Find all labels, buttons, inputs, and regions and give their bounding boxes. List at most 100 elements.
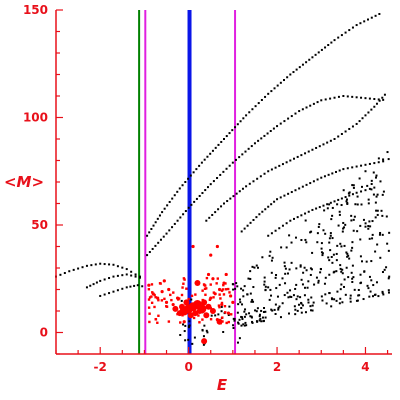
scatter-point (193, 336, 196, 339)
curve-3-point (305, 183, 308, 186)
red-point (209, 318, 213, 321)
scatter-point (319, 268, 322, 271)
scatter-point (232, 324, 235, 327)
curve-3-point (364, 163, 367, 166)
curve-2-point (311, 148, 314, 151)
curve-0-point (181, 184, 184, 187)
scatter-point (305, 269, 308, 272)
curve-2-point (289, 159, 292, 162)
curve-1-point (263, 134, 266, 137)
curve-1-point (373, 98, 376, 101)
scatter-point (368, 295, 371, 298)
scatter-point (370, 188, 373, 191)
scatter-point (245, 313, 248, 316)
scatter-point (364, 222, 367, 225)
scatter-point (202, 335, 205, 338)
scatter-point (329, 234, 332, 237)
scatter-point (290, 296, 293, 299)
curve-6-point (92, 283, 95, 286)
scatter-point (179, 334, 182, 337)
red-point (215, 244, 219, 249)
curve-1-point (244, 150, 247, 153)
red-point (172, 305, 179, 312)
red-point (216, 277, 219, 280)
curve-1-point (201, 192, 204, 195)
scatter-point (387, 291, 390, 294)
red-point (212, 291, 216, 294)
scatter-point (310, 296, 313, 299)
red-point (205, 287, 208, 290)
x-tick-label: -2 (94, 360, 107, 374)
scatter-point (202, 343, 205, 346)
curve-2-point (344, 130, 347, 133)
scatter-point (375, 195, 378, 198)
scatter-point (290, 261, 293, 264)
red-point (201, 289, 204, 292)
curve-2-point (322, 143, 325, 146)
scatter-point (330, 297, 333, 300)
scatter-point (283, 265, 286, 268)
scatter-point (220, 310, 223, 313)
scatter-point (340, 204, 343, 207)
curve-1-point (168, 229, 171, 232)
scatter-point (271, 256, 274, 259)
curve-7-point (121, 287, 124, 290)
curve-0-point (195, 168, 198, 171)
curve-0-point (192, 171, 195, 174)
scatter-point (336, 203, 339, 206)
scatter-point (304, 311, 307, 314)
scatter-point (289, 295, 292, 298)
curve-0-point (289, 73, 292, 76)
red-point (222, 283, 225, 287)
scatter-point (374, 216, 377, 219)
red-point (148, 296, 152, 299)
scatter-point (275, 274, 278, 277)
curve-0-point (359, 22, 362, 25)
scatter-point (309, 273, 312, 276)
scatter-point (376, 209, 379, 212)
curve-0-point (158, 214, 161, 217)
curve-1-point (173, 222, 176, 225)
curve-3-point (287, 192, 290, 195)
red-point (165, 305, 169, 308)
curve-3-point (240, 230, 243, 233)
scatter-point (322, 229, 325, 232)
red-point (159, 282, 162, 285)
curve-7-point (125, 286, 128, 289)
scatter-point (264, 316, 267, 319)
curve-0-point (351, 26, 354, 29)
scatter-point (371, 220, 374, 223)
curve-3-point (342, 168, 345, 171)
scatter-point (342, 227, 345, 230)
curve-5-point (125, 268, 128, 271)
red-point (209, 308, 216, 314)
scatter-point (350, 219, 353, 222)
curve-1-point (382, 98, 385, 101)
red-point (225, 321, 228, 325)
red-point (153, 293, 156, 297)
curve-3-point (377, 161, 380, 164)
scatter-point (381, 214, 384, 217)
curve-0-point (239, 120, 242, 123)
red-point (148, 320, 151, 324)
scatter-point (343, 226, 346, 229)
curve-0-point (267, 92, 270, 95)
red-point (226, 311, 231, 315)
scatter-point (288, 268, 291, 271)
curve-6-point (121, 274, 124, 277)
scatter-point (332, 271, 335, 274)
scatter-point (275, 287, 278, 290)
red-point (147, 288, 151, 291)
scatter-point (309, 267, 312, 270)
scatter-point (387, 158, 390, 161)
curve-5-point (121, 266, 124, 269)
curve-0-point (173, 194, 176, 197)
scatter-point (360, 203, 363, 206)
scatter-point (382, 293, 385, 296)
curve-0-point (344, 31, 347, 34)
scatter-point (374, 176, 377, 179)
scatter-point (329, 249, 332, 252)
scatter-point (264, 289, 267, 292)
curve-1-point (222, 170, 225, 173)
scatter-point (237, 303, 240, 306)
